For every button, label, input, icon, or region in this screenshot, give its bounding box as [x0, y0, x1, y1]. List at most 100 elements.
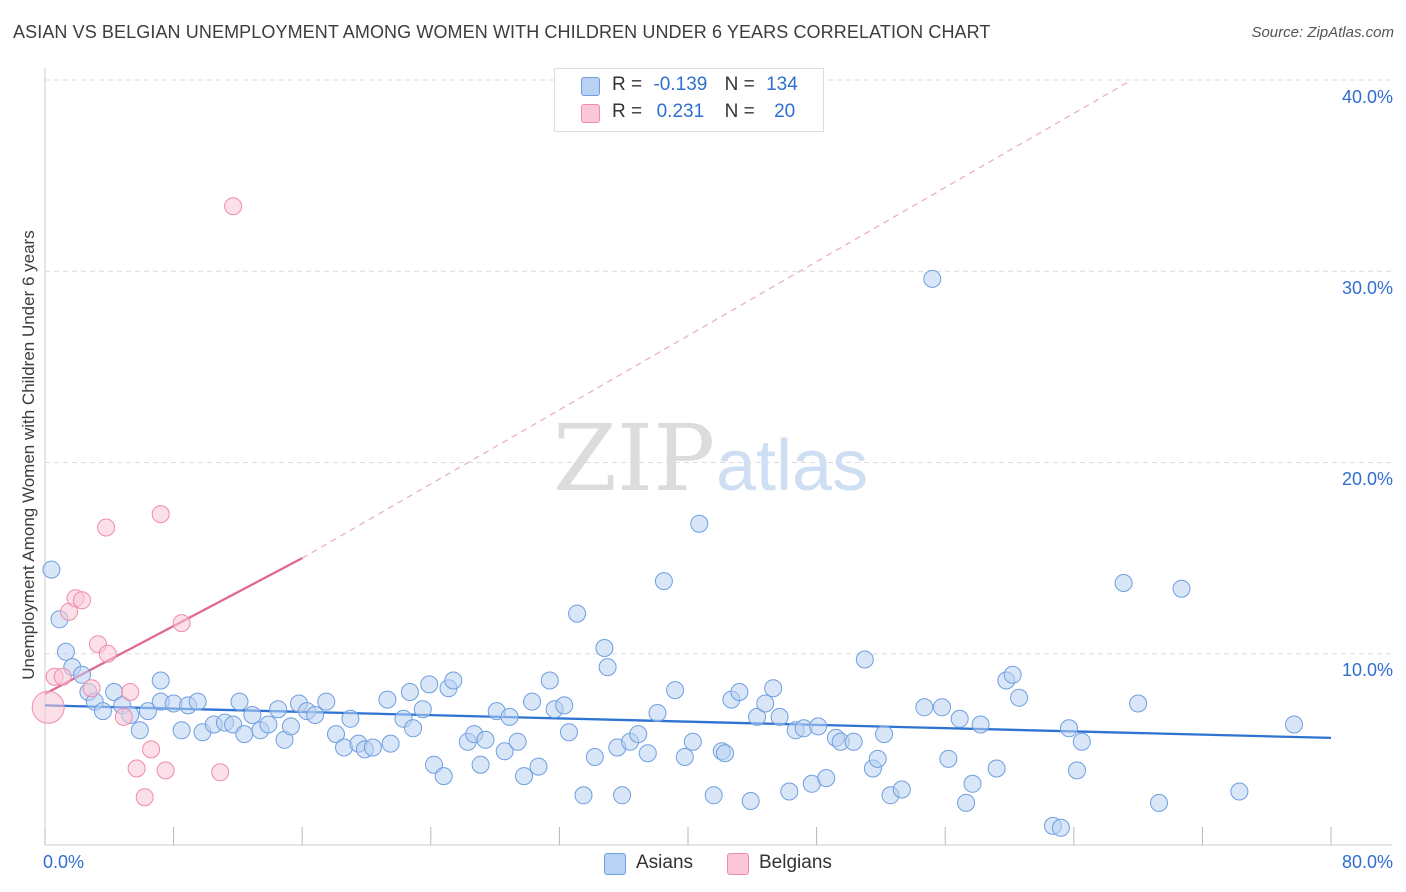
belgians-r-label: R =	[612, 101, 643, 122]
belgians-point-17	[211, 763, 230, 782]
watermark-atlas: atlas	[716, 426, 868, 506]
asians-point-127	[1150, 793, 1168, 812]
asians-point-18	[188, 692, 207, 711]
belgians-point-10	[121, 683, 140, 701]
y-tick-label-30: 30.0%	[1341, 278, 1393, 298]
points-layer	[31, 197, 1303, 837]
source-label: Source: ZipAtlas.com	[1251, 24, 1394, 41]
belgians-trend-extension	[301, 79, 1132, 559]
asians-point-92	[770, 707, 789, 726]
asians-point-7	[93, 702, 112, 721]
asians-point-25	[243, 706, 262, 724]
asians-point-76	[638, 744, 657, 763]
watermark: ZIP atlas	[553, 405, 868, 512]
belgians-n-label: N =	[724, 101, 755, 122]
asians-point-67	[568, 604, 587, 623]
asians-point-62	[529, 757, 548, 776]
asians-point-85	[716, 744, 734, 763]
asians-point-79	[666, 681, 685, 700]
asians-point-81	[683, 732, 702, 751]
asians-point-119	[1010, 688, 1029, 707]
asians-point-89	[748, 707, 767, 726]
asians-point-63	[540, 671, 559, 690]
asians-point-49	[434, 767, 453, 786]
belgians-point-6	[82, 679, 101, 698]
asians-point-35	[327, 725, 345, 744]
asians-point-110	[933, 698, 951, 717]
asians-point-57	[495, 742, 514, 761]
belgians-point-18	[224, 197, 243, 216]
asians-point-27	[259, 715, 278, 734]
chart-title: ASIAN VS BELGIAN UNEMPLOYMENT AMONG WOME…	[13, 22, 991, 42]
belgians-point-15	[156, 761, 175, 780]
belgians-point-16	[172, 614, 191, 633]
asians-point-46	[413, 700, 432, 719]
asians-point-114	[963, 774, 982, 793]
grid-layer	[45, 79, 1392, 655]
asians-point-12	[138, 702, 157, 721]
belgians-point-8	[98, 644, 117, 663]
belgians-r-value: 0.231	[656, 101, 705, 122]
asians-point-78	[654, 572, 673, 591]
belgians-point-11	[127, 759, 146, 778]
asians-point-75	[629, 725, 648, 744]
asians-point-116	[987, 759, 1006, 778]
asians-point-24	[235, 725, 254, 744]
asians-r-value: -0.139	[653, 74, 708, 95]
asians-r-label: R =	[612, 74, 643, 95]
asians-point-47	[420, 675, 439, 694]
y-tick-label-40: 40.0%	[1341, 87, 1393, 107]
asians-point-60	[515, 767, 533, 786]
belgians-point-12	[135, 788, 154, 807]
asians-n-label: N =	[724, 74, 755, 95]
asians-point-44	[400, 683, 419, 701]
asians-point-2	[56, 642, 75, 661]
y-tick-label-20: 20.0%	[1341, 469, 1393, 489]
asians-point-41	[378, 690, 397, 709]
correlation-legend: R = -0.139 N = 134 R = 0.231 N = 20	[554, 68, 824, 132]
asians-point-45	[404, 719, 423, 738]
belgians-point-13	[142, 740, 161, 759]
asians-point-91	[764, 679, 783, 698]
asians-point-51	[444, 671, 463, 690]
asians-point-125	[1114, 574, 1133, 592]
asians-point-97	[809, 717, 828, 736]
asians-point-55	[476, 730, 495, 749]
y-axis-label: Unemployment Among Women with Children U…	[19, 230, 38, 680]
asians-point-123	[1068, 761, 1086, 780]
asians-point-69	[585, 748, 604, 766]
asians-point-112	[950, 709, 969, 728]
watermark-zip: ZIP	[553, 405, 715, 512]
asians-point-88	[741, 792, 760, 810]
belgians-legend-label: Belgians	[759, 852, 832, 873]
y-tick-label-10: 10.0%	[1341, 660, 1393, 680]
asians-point-58	[500, 707, 519, 726]
asians-point-59	[508, 732, 527, 751]
asians-point-113	[957, 793, 976, 812]
asians-point-71	[598, 658, 617, 677]
asians-point-11	[130, 721, 149, 740]
asians-point-42	[381, 734, 400, 753]
asians-point-40	[363, 738, 382, 757]
asians-point-28	[269, 700, 288, 719]
asians-point-61	[523, 692, 542, 711]
belgians-point-2	[53, 667, 72, 686]
asians-point-82	[690, 514, 709, 533]
asians-point-77	[648, 704, 667, 722]
asians-point-34	[317, 692, 336, 711]
asians-point-83	[704, 786, 723, 805]
asians-point-126	[1129, 694, 1148, 713]
asians-point-124	[1072, 732, 1091, 751]
asians-point-14	[151, 671, 170, 690]
asians-point-129	[1230, 782, 1249, 801]
asians-point-118	[1003, 665, 1022, 684]
asians-point-23	[230, 692, 249, 711]
asians-point-70	[595, 639, 614, 657]
asians-swatch	[581, 77, 600, 96]
asians-point-121	[1051, 818, 1070, 837]
belgians-point-5	[73, 591, 91, 610]
asians-point-4	[73, 665, 91, 684]
asians-legend-label: Asians	[636, 852, 694, 873]
belgians-point-19	[97, 518, 116, 537]
